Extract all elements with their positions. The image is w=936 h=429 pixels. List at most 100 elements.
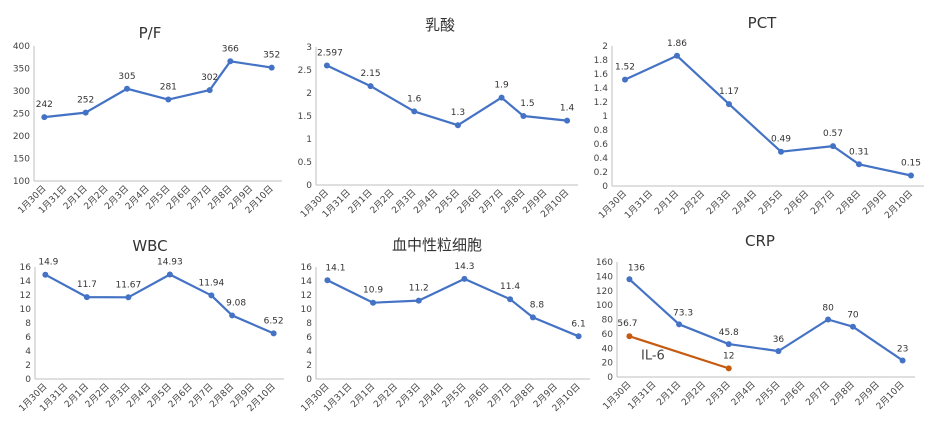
data-point xyxy=(626,333,633,340)
data-label: 36 xyxy=(773,335,785,345)
data-point xyxy=(270,330,277,337)
y-tick-label: 0.5 xyxy=(298,158,312,168)
x-tick-label: 2月8日 xyxy=(508,381,537,410)
data-point xyxy=(461,275,468,282)
x-tick-label: 2月1日 xyxy=(655,379,684,408)
data-label: 0.57 xyxy=(823,129,843,139)
data-point xyxy=(825,316,832,323)
data-label: 11.94 xyxy=(198,278,224,288)
y-tick-label: 8 xyxy=(25,319,31,329)
x-tick-label: 2月4日 xyxy=(731,188,760,217)
x-tick-label: 2月1日 xyxy=(349,381,378,410)
y-tick-label: 16 xyxy=(301,263,313,273)
data-label: 8.8 xyxy=(530,300,545,310)
y-tick-label: 1.6 xyxy=(594,70,609,80)
y-tick-label: 400 xyxy=(13,42,30,52)
data-label: 366 xyxy=(222,44,239,54)
x-tick-label: 2月1日 xyxy=(653,188,682,217)
data-label: 14.93 xyxy=(157,257,183,267)
y-tick-label: 4 xyxy=(306,347,312,357)
data-label: 12 xyxy=(723,351,734,361)
y-tick-label: 6 xyxy=(25,333,31,343)
y-tick-label: 6 xyxy=(306,333,312,343)
data-point xyxy=(676,321,683,328)
data-point xyxy=(367,83,374,90)
data-point xyxy=(324,277,331,284)
chart-title: P/F xyxy=(139,24,162,42)
data-point xyxy=(415,297,422,304)
data-point xyxy=(42,271,49,278)
y-tick-label: 0.8 xyxy=(594,126,609,136)
data-point xyxy=(227,58,234,65)
y-tick-label: 80 xyxy=(602,316,614,326)
y-tick-label: 8 xyxy=(306,319,312,329)
data-label: 11.67 xyxy=(115,280,141,290)
data-point xyxy=(498,94,505,101)
chart-title: WBC xyxy=(132,237,167,255)
data-label: 6.52 xyxy=(264,316,284,326)
secondary-series-line xyxy=(629,335,730,370)
data-label: 1.3 xyxy=(451,108,465,118)
y-tick-label: 3 xyxy=(306,43,312,53)
chart-title: 血中性粒细胞 xyxy=(392,236,482,254)
x-tick-label: 2月6日 xyxy=(463,381,492,410)
chart-title: PCT xyxy=(748,14,778,32)
y-tick-label: 0 xyxy=(607,373,613,383)
x-tick-label: 2月5日 xyxy=(757,188,786,217)
data-point xyxy=(507,296,514,303)
y-tick-label: 1 xyxy=(306,135,312,145)
data-point xyxy=(899,357,906,364)
y-tick-label: 2.5 xyxy=(298,66,312,76)
y-tick-label: 1.8 xyxy=(594,56,609,66)
data-label: 70 xyxy=(847,311,859,321)
x-tick-label: 2月7日 xyxy=(804,379,833,408)
y-tick-label: 300 xyxy=(13,87,30,97)
y-tick-label: 200 xyxy=(13,132,30,142)
data-point xyxy=(124,85,130,92)
chart-title: CRP xyxy=(745,232,775,250)
data-label: 11.2 xyxy=(409,284,429,294)
y-tick-label: 0 xyxy=(306,181,312,191)
x-tick-label: 2月2日 xyxy=(679,188,708,217)
data-label: 252 xyxy=(77,96,94,106)
y-tick-label: 0 xyxy=(306,375,312,385)
data-point xyxy=(725,341,732,348)
data-label: 1.9 xyxy=(494,81,509,91)
y-tick-label: 12 xyxy=(20,291,31,301)
data-label: 23 xyxy=(897,344,908,354)
data-point xyxy=(125,294,132,301)
data-label: 0.31 xyxy=(849,147,869,157)
y-tick-label: 1.5 xyxy=(298,112,312,122)
y-tick-label: 2 xyxy=(306,361,312,371)
y-tick-label: 100 xyxy=(596,301,613,311)
y-tick-label: 0 xyxy=(602,182,608,192)
data-label: 2.597 xyxy=(317,49,343,59)
y-tick-label: 1 xyxy=(602,112,608,122)
data-point xyxy=(564,117,571,124)
y-tick-label: 140 xyxy=(596,272,613,282)
data-label: 352 xyxy=(263,51,280,61)
data-label: 56.7 xyxy=(617,319,637,329)
y-tick-label: 2 xyxy=(306,89,312,99)
series-line xyxy=(624,54,912,177)
x-tick-label: 2月5日 xyxy=(754,379,783,408)
data-point xyxy=(726,101,732,108)
y-tick-label: 250 xyxy=(13,110,30,120)
data-point xyxy=(229,312,236,319)
x-tick-label: 2月3日 xyxy=(704,379,733,408)
data-label: 2.15 xyxy=(361,69,381,79)
data-point xyxy=(575,333,582,340)
data-point xyxy=(206,87,213,94)
x-tick-label: 2月7日 xyxy=(486,381,515,410)
data-label: 6.1 xyxy=(571,319,585,329)
y-tick-label: 14 xyxy=(20,277,32,287)
data-point xyxy=(165,96,172,103)
data-point xyxy=(626,276,633,283)
data-point xyxy=(520,113,527,119)
data-label: 73.3 xyxy=(673,308,693,318)
y-tick-label: 16 xyxy=(20,263,32,273)
x-tick-label: 2月3日 xyxy=(705,188,734,217)
data-point xyxy=(725,365,732,372)
data-label: 10.9 xyxy=(363,286,383,296)
y-tick-label: 10 xyxy=(20,305,32,315)
